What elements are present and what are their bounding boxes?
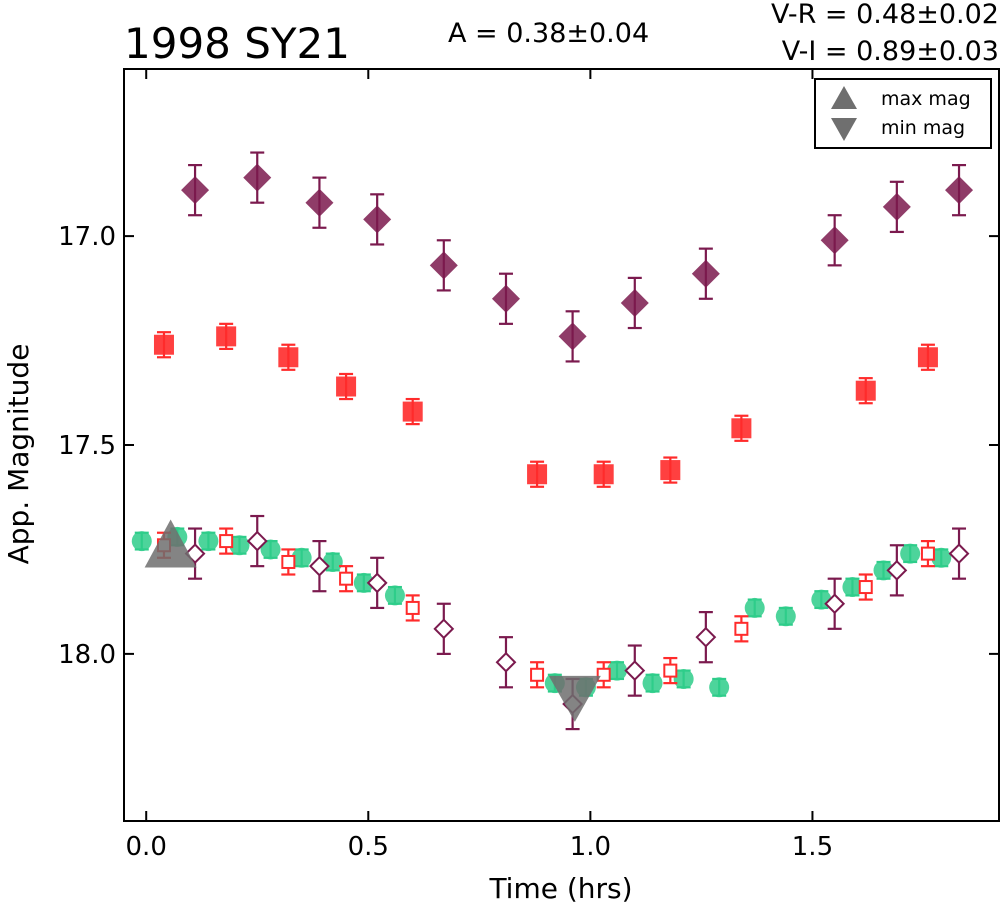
v-band-diamond-marker (691, 259, 720, 288)
v-band-diamond-marker (363, 205, 392, 234)
x-tick-label: 1.5 (792, 832, 833, 862)
v-band-diamond-marker (491, 284, 520, 313)
r-band-square-marker (593, 464, 614, 485)
i-band-circle-marker (229, 535, 250, 556)
color-vr-annotation: V-R = 0.48±0.02 (771, 0, 999, 30)
y-tick-label: 18.0 (58, 640, 116, 670)
i-band-circle-marker (353, 572, 374, 593)
v-shifted-open-diamond-marker (309, 555, 330, 577)
v-shifted-open-diamond-marker (246, 530, 268, 552)
r-band-square-marker (402, 401, 423, 422)
v-shifted-open-diamond-marker (495, 651, 517, 673)
legend-min-mag-label: min mag (881, 117, 965, 139)
r-band-square-marker (527, 464, 548, 485)
i-band-circle-marker (384, 585, 405, 606)
r-shifted-open-square-marker (281, 554, 296, 569)
v-band-diamond-marker (429, 251, 458, 280)
y-tick-label: 17.0 (58, 222, 116, 252)
legend-max-mag-marker-icon (831, 86, 857, 109)
v-band-diamond-marker (882, 192, 911, 221)
r-shifted-open-square-marker (858, 580, 873, 595)
legend: max mag min mag (814, 78, 992, 149)
r-band-square-marker (855, 380, 876, 401)
x-tick-label: 1.0 (570, 832, 611, 862)
axis-ticks: 0.0 0.5 1.0 1.5 17.0 17.5 18.0 (58, 69, 999, 862)
v-band-diamond-marker (243, 163, 272, 192)
v-shifted-open-diamond-marker (695, 626, 717, 648)
y-tick-label: 17.5 (58, 431, 116, 461)
v-band-diamond-marker (181, 176, 210, 205)
r-shifted-open-square-marker (339, 571, 354, 586)
r-band-square-marker (216, 326, 237, 347)
v-shifted-open-diamond-marker (366, 572, 388, 594)
i-band-circle-marker (775, 606, 796, 627)
v-shifted-open-diamond-marker (824, 593, 846, 615)
r-band-square-marker (153, 334, 174, 355)
i-band-circle-marker (607, 660, 628, 681)
legend-max-mag-label: max mag (881, 88, 971, 110)
i-band-circle-marker (842, 577, 863, 598)
v-band-diamond-marker (558, 322, 587, 351)
v-band-diamond-marker (820, 226, 849, 255)
i-band-circle-marker (873, 560, 894, 581)
r-band-square-marker (660, 460, 681, 481)
x-axis-label: Time (hrs) (488, 872, 632, 904)
legend-min-mag-marker-icon (831, 118, 857, 141)
data-marks (131, 151, 974, 731)
v-band-diamond-marker (305, 188, 334, 217)
r-shifted-open-square-marker (530, 667, 545, 682)
y-axis-label: App. Magnitude (2, 344, 35, 565)
v-shifted-open-diamond-marker (948, 543, 970, 565)
color-vi-annotation: V-I = 0.89±0.03 (782, 36, 999, 67)
v-band-diamond-marker (945, 176, 974, 205)
i-band-circle-marker (131, 531, 152, 552)
r-band-square-marker (336, 376, 357, 397)
v-shifted-open-diamond-marker (886, 559, 908, 581)
i-band-circle-marker (642, 673, 663, 694)
r-shifted-open-square-marker (405, 600, 420, 615)
amplitude-annotation: A = 0.38±0.04 (448, 18, 649, 49)
chart-title: 1998 SY21 (124, 19, 350, 68)
i-band-circle-marker (744, 597, 765, 618)
i-band-circle-marker (673, 668, 694, 689)
i-band-circle-marker (931, 547, 952, 568)
v-band-diamond-marker (620, 288, 649, 317)
x-tick-label: 0.5 (348, 832, 389, 862)
r-band-square-marker (731, 418, 752, 439)
max-mag-triangle-marker (144, 519, 197, 568)
x-tick-label: 0.0 (126, 832, 167, 862)
r-shifted-open-square-marker (596, 667, 611, 682)
r-shifted-open-square-marker (920, 546, 935, 561)
r-shifted-open-square-marker (219, 534, 234, 549)
v-shifted-open-diamond-marker (433, 618, 455, 640)
v-shifted-open-diamond-marker (624, 660, 646, 682)
i-band-circle-marker (260, 539, 281, 560)
i-band-circle-marker (198, 531, 219, 552)
r-shifted-open-square-marker (663, 663, 678, 678)
i-band-circle-marker (900, 543, 921, 564)
r-shifted-open-square-marker (734, 621, 749, 636)
min-mag-triangle-marker (548, 675, 601, 722)
r-band-square-marker (917, 347, 938, 368)
r-band-square-marker (278, 347, 299, 368)
i-band-circle-marker (291, 547, 312, 568)
i-band-circle-marker (709, 677, 730, 698)
